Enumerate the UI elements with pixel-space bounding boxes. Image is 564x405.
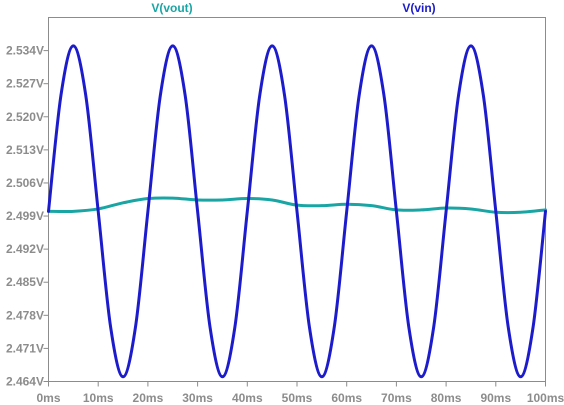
y-tick-label: 2.499V [6,209,44,223]
x-axis-ticks [48,381,546,387]
legend-vin: V(vin) [402,1,435,15]
y-tick-label: 2.506V [6,176,44,190]
y-tick-label: 2.471V [6,341,44,355]
x-tick-label: 90ms [480,391,511,405]
y-tick-label: 2.478V [6,308,44,322]
x-tick-label: 70ms [381,391,412,405]
y-tick-label: 2.492V [6,242,44,256]
y-axis-ticks [43,50,49,382]
series-line-vin [47,44,547,379]
x-tick-label: 100ms [527,391,564,405]
x-tick-label: 40ms [232,391,263,405]
x-tick-label: 30ms [182,391,213,405]
x-tick-label: 20ms [133,391,164,405]
x-axis-tick-labels: 0ms 10ms 20ms 30ms 40ms 50ms 60ms 70ms 80ms 90ms 1… [36,391,564,405]
x-tick-label: 60ms [331,391,362,405]
y-tick-label: 2.527V [6,77,44,91]
x-tick-label: 50ms [282,391,313,405]
series-layer [47,44,547,379]
y-tick-label: 2.485V [6,275,44,289]
legend-vout: V(vout) [151,1,192,15]
y-tick-label: 2.513V [6,143,44,157]
x-tick-label: 80ms [431,391,462,405]
x-tick-label: 0ms [36,391,60,405]
x-tick-label: 10ms [83,391,114,405]
y-tick-label: 2.464V [6,375,44,389]
y-tick-label: 2.534V [6,44,44,58]
y-axis-tick-labels: 2.464V 2.471V 2.478V 2.485V 2.492V 2.499V 2.50… [6,44,44,389]
y-tick-label: 2.520V [6,110,44,124]
